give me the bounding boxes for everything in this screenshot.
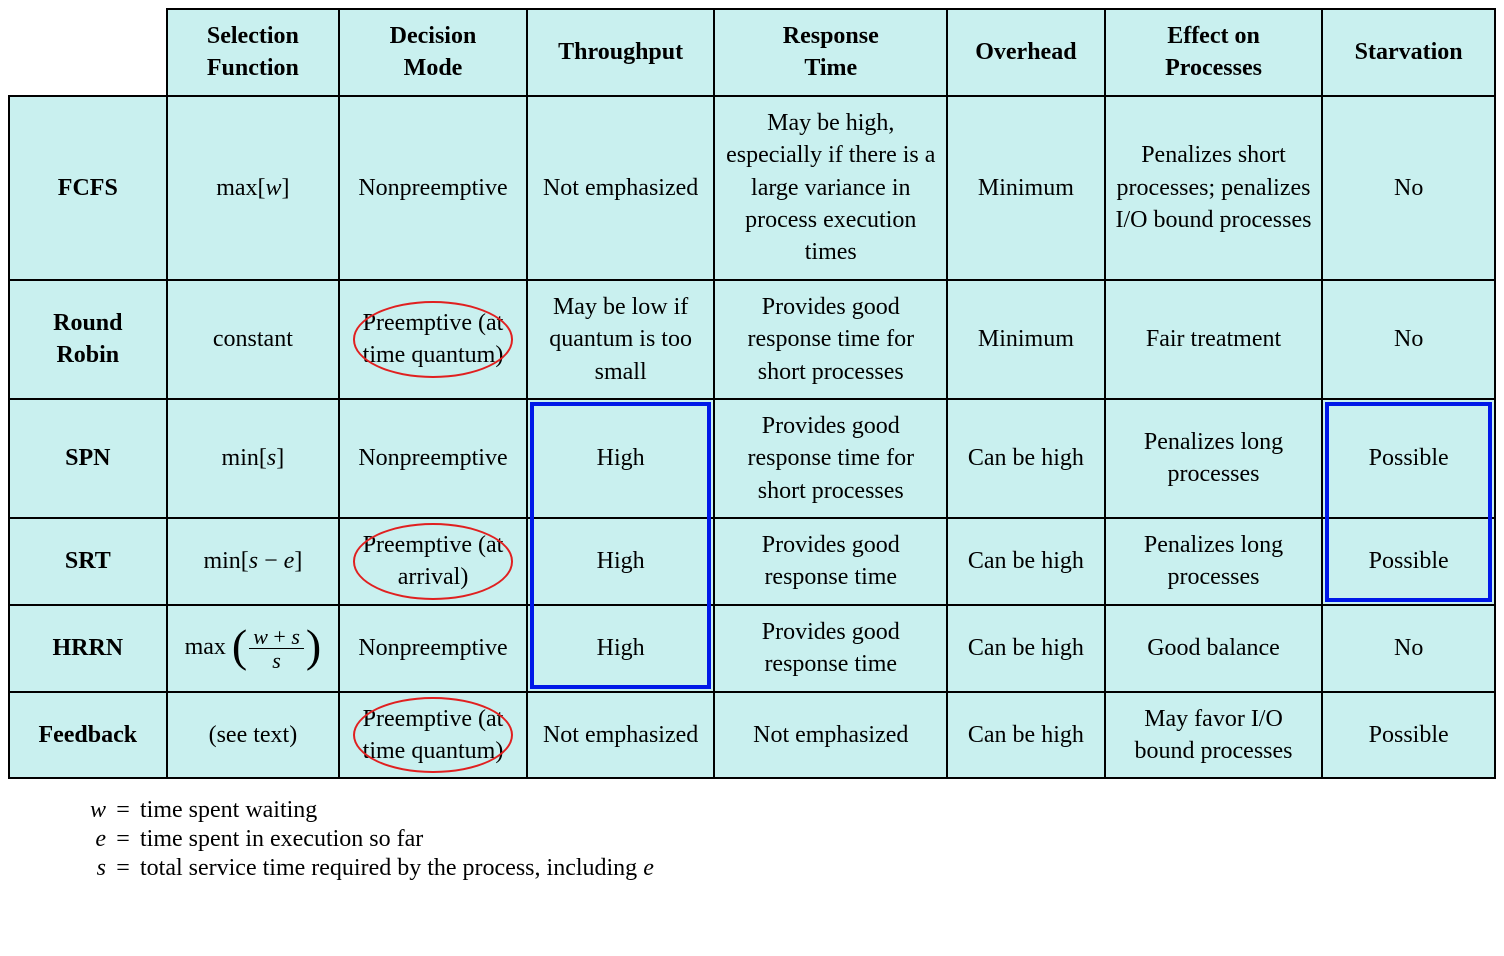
cell-starvation: No [1322,605,1495,692]
cell-response-time: Provides good response time [714,518,947,605]
legend-row: s=total service time required by the pro… [78,855,1496,882]
table-container: SelectionFunction DecisionMode Throughpu… [8,8,1496,779]
table-row: SPNmin[s]NonpreemptiveHighProvides good … [9,399,1495,518]
row-name: HRRN [9,605,167,692]
cell-selection-function: (see text) [167,692,340,779]
cell-selection-function: max (w + ss) [167,605,340,692]
cell-overhead: Minimum [947,96,1105,280]
cell-selection-function: min[s − e] [167,518,340,605]
cell-overhead: Can be high [947,399,1105,518]
cell-effect: Fair treatment [1105,280,1323,399]
cell-starvation: No [1322,280,1495,399]
row-name: Feedback [9,692,167,779]
table-row: FCFSmax[w]NonpreemptiveNot emphasizedMay… [9,96,1495,280]
cell-overhead: Can be high [947,692,1105,779]
row-name: RoundRobin [9,280,167,399]
header-row: SelectionFunction DecisionMode Throughpu… [9,9,1495,96]
legend-row: w=time spent waiting [78,797,1496,824]
cell-effect: Penalizes short processes; penalizes I/O… [1105,96,1323,280]
legend: w=time spent waitinge=time spent in exec… [78,797,1496,882]
table-row: RoundRobinconstantPreemptive (attime qua… [9,280,1495,399]
cell-overhead: Can be high [947,518,1105,605]
cell-throughput: High [527,605,715,692]
cell-overhead: Minimum [947,280,1105,399]
col-overhead: Overhead [947,9,1105,96]
cell-starvation: Possible [1322,692,1495,779]
table-row: HRRNmax (w + ss)NonpreemptiveHighProvide… [9,605,1495,692]
cell-starvation: Possible [1322,399,1495,518]
cell-decision-mode: Preemptive (attime quantum) [339,280,527,399]
cell-effect: Penalizes long processes [1105,399,1323,518]
table-row: Feedback(see text)Preemptive (attime qua… [9,692,1495,779]
cell-throughput: Not emphasized [527,692,715,779]
cell-decision-mode: Nonpreemptive [339,96,527,280]
cell-throughput: Not emphasized [527,96,715,280]
col-decision-mode: DecisionMode [339,9,527,96]
cell-effect: May favor I/O bound processes [1105,692,1323,779]
col-throughput: Throughput [527,9,715,96]
cell-selection-function: max[w] [167,96,340,280]
cell-starvation: Possible [1322,518,1495,605]
cell-decision-mode: Nonpreemptive [339,399,527,518]
cell-selection-function: min[s] [167,399,340,518]
cell-response-time: Provides good response time for short pr… [714,399,947,518]
row-name: SPN [9,399,167,518]
cell-decision-mode: Preemptive (attime quantum) [339,692,527,779]
cell-response-time: May be high, especially if there is a la… [714,96,947,280]
table-body: FCFSmax[w]NonpreemptiveNot emphasizedMay… [9,96,1495,779]
row-name: SRT [9,518,167,605]
cell-selection-function: constant [167,280,340,399]
col-response-time: ResponseTime [714,9,947,96]
cell-starvation: No [1322,96,1495,280]
col-effect: Effect onProcesses [1105,9,1323,96]
cell-effect: Penalizes long processes [1105,518,1323,605]
cell-throughput: High [527,518,715,605]
cell-response-time: Not emphasized [714,692,947,779]
cell-throughput: High [527,399,715,518]
legend-row: e=time spent in execution so far [78,826,1496,853]
cell-effect: Good balance [1105,605,1323,692]
scheduling-comparison-table: SelectionFunction DecisionMode Throughpu… [8,8,1496,779]
col-selection-function: SelectionFunction [167,9,340,96]
row-name: FCFS [9,96,167,280]
corner-cell [9,9,167,96]
cell-overhead: Can be high [947,605,1105,692]
col-starvation: Starvation [1322,9,1495,96]
cell-response-time: Provides good response time [714,605,947,692]
table-row: SRTmin[s − e]Preemptive (atarrival)HighP… [9,518,1495,605]
cell-response-time: Provides good response time for short pr… [714,280,947,399]
cell-throughput: May be low if quantum is too small [527,280,715,399]
cell-decision-mode: Nonpreemptive [339,605,527,692]
cell-decision-mode: Preemptive (atarrival) [339,518,527,605]
